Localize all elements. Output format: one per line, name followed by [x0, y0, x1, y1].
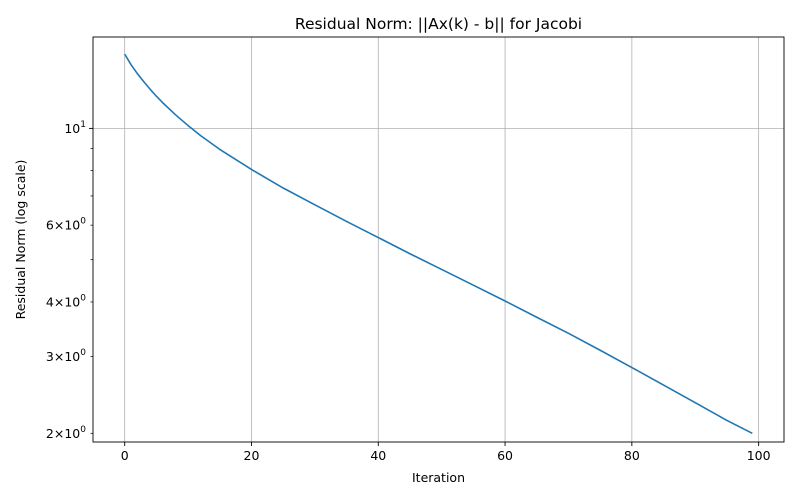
times-sign: ×	[54, 426, 64, 441]
x-tick-label: 20	[244, 448, 260, 463]
times-sign: ×	[54, 294, 64, 309]
residual-series-line	[124, 53, 753, 434]
times-sign: ×	[54, 218, 64, 233]
chart-title: Residual Norm: ||Ax(k) - b|| for Jacobi	[295, 15, 582, 33]
x-tick-label: 80	[624, 448, 640, 463]
y-tick-coefficient: 3	[46, 349, 54, 364]
y-axis-label: Residual Norm (log scale)	[13, 160, 28, 320]
x-tick-label: 100	[747, 448, 771, 463]
x-tick-label: 60	[497, 448, 513, 463]
y-tick-base: 10	[64, 426, 80, 441]
x-axis-ticks: 0 20 40 60 80 100	[121, 442, 771, 463]
y-tick-base: 10	[64, 218, 80, 233]
x-tick-label: 0	[121, 448, 129, 463]
y-tick-base: 10	[64, 349, 80, 364]
y-minor-tick-label: 3×100	[46, 348, 86, 364]
y-tick-exponent: 0	[80, 348, 86, 358]
y-tick-exponent: 0	[80, 217, 86, 227]
grid-layer	[93, 37, 784, 442]
y-tick-coefficient: 6	[46, 218, 54, 233]
y-tick-base: 10	[64, 294, 80, 309]
y-minor-tick-label: 6×100	[46, 217, 86, 233]
y-tick-exponent: 0	[80, 425, 86, 435]
y-tick-coefficient: 2	[46, 426, 54, 441]
y-minor-tick-label: 2×100	[46, 425, 86, 441]
y-tick-exponent: 0	[80, 293, 86, 303]
plot-frame	[92, 36, 785, 443]
y-minor-tick-label: 4×100	[46, 293, 86, 309]
y-tick-base: 10	[64, 121, 80, 136]
y-major-tick-label: 101	[64, 120, 86, 136]
y-tick-exponent: 1	[80, 120, 86, 130]
y-tick-coefficient: 4	[46, 294, 54, 309]
x-tick-label: 40	[370, 448, 386, 463]
times-sign: ×	[54, 349, 64, 364]
series-layer	[124, 53, 753, 434]
x-axis-label: Iteration	[412, 470, 465, 485]
